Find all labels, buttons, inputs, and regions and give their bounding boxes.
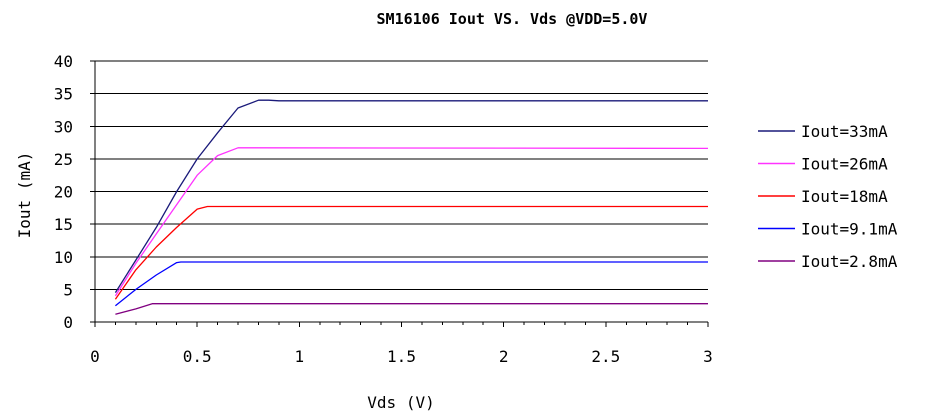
y-tick-label: 40 (54, 52, 73, 71)
x-tick-label: 1 (295, 347, 305, 366)
plot-area (114, 99, 709, 315)
y-tick-label: 15 (54, 215, 73, 234)
y-tick-label: 5 (63, 280, 73, 299)
legend: Iout=33mA Iout=26mA Iout=18mA Iout=9.1mA Iou… (758, 122, 898, 271)
series-line-2 (114, 147, 709, 297)
series-line-3 (114, 205, 708, 300)
series-line-4 (114, 261, 708, 307)
y-tick-label: 0 (63, 313, 73, 332)
series-line-5 (115, 303, 708, 315)
x-tick-label: 0 (90, 347, 100, 366)
legend-label: Iout=18mA (801, 187, 888, 206)
x-tick-label: 1.5 (387, 347, 416, 366)
y-axis-label: Iout (mA) (15, 152, 34, 239)
y-tick-label: 35 (54, 85, 73, 104)
legend-label: Iout=33mA (801, 122, 888, 141)
legend-label: Iout=2.8mA (801, 252, 898, 271)
x-axis-label: Vds (V) (367, 393, 434, 412)
x-tick-label: 0.5 (183, 347, 212, 366)
y-axis-ticks: 0 5 10 15 20 25 30 35 40 (54, 52, 95, 332)
legend-label: Iout=9.1mA (801, 220, 898, 239)
y-tick-label: 30 (54, 117, 73, 136)
y-tick-label: 20 (54, 183, 73, 202)
y-tick-label: 25 (54, 150, 73, 169)
y-tick-label: 10 (54, 248, 73, 267)
legend-label: Iout=26mA (801, 155, 888, 174)
x-tick-label: 2 (499, 347, 509, 366)
x-tick-label: 3 (703, 347, 713, 366)
x-axis-ticks: 0 0.5 1 1.5 2 2.5 3 (90, 322, 713, 366)
x-tick-label: 2.5 (591, 347, 620, 366)
chart-title: SM16106 Iout VS. Vds @VDD=5.0V (377, 10, 648, 28)
series-line-1 (114, 99, 708, 293)
